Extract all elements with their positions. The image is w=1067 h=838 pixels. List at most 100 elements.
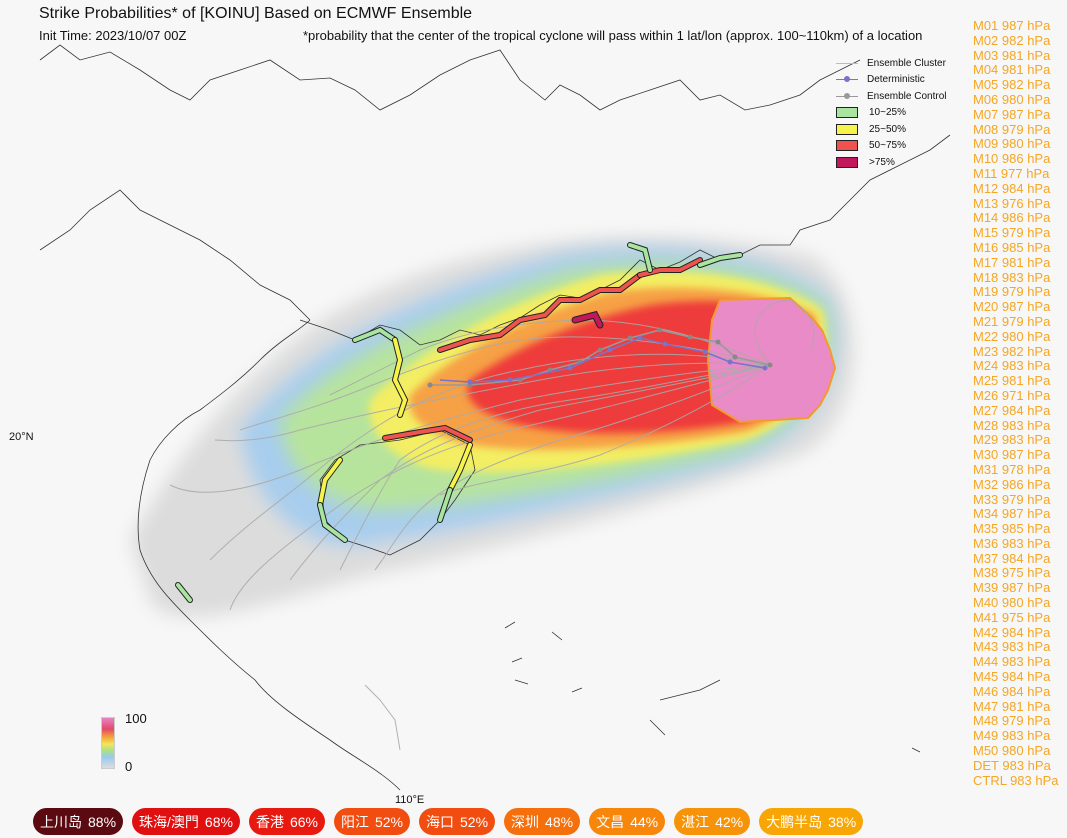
member-pressure: M13 976 hPa bbox=[973, 195, 1051, 211]
location-badge[interactable]: 深圳 48% bbox=[504, 808, 581, 835]
member-pressure: M45 984 hPa bbox=[973, 669, 1051, 685]
location-name: 湛江 bbox=[681, 813, 710, 830]
member-pressure: M04 981 hPa bbox=[973, 62, 1051, 78]
member-pressure: M33 979 hPa bbox=[973, 491, 1051, 507]
legend-label: >75% bbox=[869, 156, 895, 168]
location-probability: 88% bbox=[88, 813, 117, 830]
member-pressure: M49 983 hPa bbox=[973, 728, 1051, 744]
location-probability: 48% bbox=[545, 813, 574, 830]
member-pressure: M32 986 hPa bbox=[973, 476, 1051, 492]
colorbar bbox=[101, 717, 115, 769]
location-name: 阳江 bbox=[340, 813, 369, 830]
location-badges: 上川岛 88% 珠海/澳門 68% 香港 66% 阳江 52% 海口 52% 深圳 48% 文昌 44% 湛… bbox=[33, 808, 864, 835]
coastlines bbox=[39, 44, 951, 791]
member-pressure: M11 977 hPa bbox=[973, 165, 1050, 181]
member-pressure: M06 980 hPa bbox=[973, 91, 1051, 107]
member-pressure: M22 980 hPa bbox=[973, 328, 1051, 344]
legend-25-50: 25~50% bbox=[836, 121, 946, 138]
legend-50-75: 50~75% bbox=[836, 138, 946, 155]
latitude-label: 20°N bbox=[9, 431, 34, 443]
member-pressure: M02 982 hPa bbox=[973, 32, 1051, 48]
location-badge[interactable]: 文昌 44% bbox=[589, 808, 666, 835]
init-time: Init Time: 2023/10/07 00Z bbox=[39, 28, 187, 43]
location-probability: 44% bbox=[630, 813, 659, 830]
member-pressure: M31 978 hPa bbox=[973, 461, 1051, 477]
legend-label: 10~25% bbox=[869, 107, 906, 119]
longitude-label: 110°E bbox=[395, 794, 425, 806]
location-probability: 68% bbox=[204, 813, 233, 830]
member-pressure: M38 975 hPa bbox=[973, 565, 1051, 581]
member-pressure: M42 984 hPa bbox=[973, 624, 1051, 640]
legend-label: 25~50% bbox=[869, 123, 906, 135]
legend-10-25: 10~25% bbox=[836, 105, 946, 122]
member-pressure: M18 983 hPa bbox=[973, 269, 1051, 285]
member-pressure: M30 987 hPa bbox=[973, 447, 1051, 463]
chart-title: Strike Probabilities* of [KOINU] Based o… bbox=[39, 5, 473, 22]
member-pressure: M25 981 hPa bbox=[973, 373, 1051, 389]
member-pressure: M15 979 hPa bbox=[973, 225, 1051, 241]
member-pressure: M05 982 hPa bbox=[973, 77, 1051, 93]
member-pressure: M35 985 hPa bbox=[973, 521, 1051, 537]
location-badge[interactable]: 海口 52% bbox=[419, 808, 496, 835]
member-pressure: M37 984 hPa bbox=[973, 550, 1051, 566]
location-name: 上川岛 bbox=[40, 813, 82, 830]
location-badge[interactable]: 湛江 42% bbox=[674, 808, 751, 835]
forecast-map bbox=[39, 44, 951, 791]
member-pressure: M16 985 hPa bbox=[973, 239, 1051, 255]
deterministic-track bbox=[439, 335, 768, 385]
location-name: 大鹏半岛 bbox=[766, 813, 823, 830]
legend-over-75: >75% bbox=[836, 154, 946, 171]
probability-plume bbox=[130, 237, 854, 617]
member-pressure: M34 987 hPa bbox=[973, 506, 1051, 522]
legend: Ensemble Cluster Deterministic Ensemble … bbox=[836, 55, 946, 171]
location-badge[interactable]: 珠海/澳門 68% bbox=[132, 808, 240, 835]
legend-deterministic: Deterministic bbox=[836, 72, 946, 89]
member-pressure: M43 983 hPa bbox=[973, 639, 1051, 655]
member-pressure: M08 979 hPa bbox=[973, 121, 1051, 137]
colorbar-min-label: 0 bbox=[125, 759, 133, 774]
legend-label: Ensemble Cluster bbox=[867, 57, 946, 69]
coast-probability-segments bbox=[175, 242, 743, 603]
member-pressure: M21 979 hPa bbox=[973, 313, 1051, 329]
member-pressure: M14 986 hPa bbox=[973, 210, 1051, 226]
member-pressure: M19 979 hPa bbox=[973, 284, 1051, 300]
member-pressure: M26 971 hPa bbox=[973, 387, 1051, 403]
member-pressure: M09 980 hPa bbox=[973, 136, 1051, 152]
member-pressure: M01 987 hPa bbox=[973, 18, 1051, 33]
location-name: 珠海/澳門 bbox=[139, 813, 199, 830]
member-pressure: M29 983 hPa bbox=[973, 432, 1051, 448]
footnote: *probability that the center of the trop… bbox=[303, 28, 923, 43]
member-pressure: M23 982 hPa bbox=[973, 343, 1051, 359]
location-name: 香港 bbox=[255, 813, 284, 830]
member-pressure: M07 987 hPa bbox=[973, 106, 1051, 122]
member-pressure: M40 980 hPa bbox=[973, 595, 1051, 611]
location-probability: 66% bbox=[289, 813, 318, 830]
location-name: 海口 bbox=[426, 813, 455, 830]
member-pressure: M39 987 hPa bbox=[973, 580, 1051, 596]
location-probability: 52% bbox=[374, 813, 404, 830]
location-name: 深圳 bbox=[511, 813, 540, 830]
location-badge[interactable]: 香港 66% bbox=[248, 808, 325, 835]
member-pressure: M03 981 hPa bbox=[973, 47, 1051, 63]
member-pressure: M28 983 hPa bbox=[973, 417, 1051, 433]
location-badge[interactable]: 上川岛 88% bbox=[33, 808, 124, 835]
legend-label: Ensemble Control bbox=[867, 90, 947, 102]
location-badge[interactable]: 大鹏半岛 38% bbox=[759, 808, 864, 835]
location-badge[interactable]: 阳江 52% bbox=[333, 808, 411, 835]
colorbar-max-label: 100 bbox=[125, 711, 147, 726]
legend-label: Deterministic bbox=[867, 74, 925, 86]
member-pressure: M36 983 hPa bbox=[973, 535, 1051, 551]
member-pressure: M12 984 hPa bbox=[973, 180, 1051, 196]
location-probability: 52% bbox=[460, 813, 489, 830]
member-pressure: M47 981 hPa bbox=[973, 698, 1051, 714]
member-pressure: M41 975 hPa bbox=[973, 609, 1051, 625]
member-pressure: DET 983 hPa bbox=[973, 757, 1051, 773]
legend-label: 50~75% bbox=[869, 140, 906, 152]
location-probability: 42% bbox=[715, 813, 744, 830]
member-pressure: M48 979 hPa bbox=[973, 713, 1051, 729]
member-pressure: M24 983 hPa bbox=[973, 358, 1051, 374]
location-probability: 38% bbox=[828, 813, 857, 830]
member-pressure: M44 983 hPa bbox=[973, 654, 1051, 670]
member-pressure: M50 980 hPa bbox=[973, 743, 1051, 759]
member-pressure: M10 986 hPa bbox=[973, 151, 1051, 167]
